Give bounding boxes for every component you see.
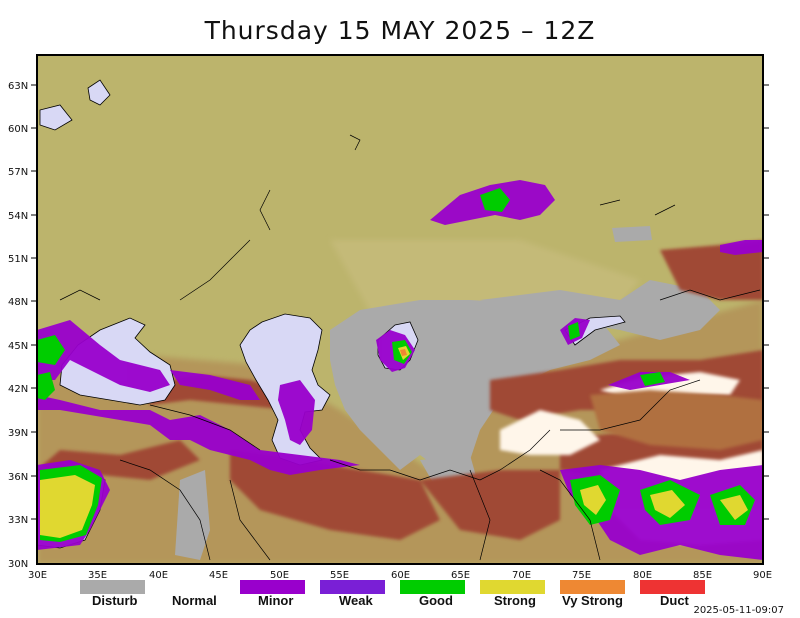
legend-swatch-duct xyxy=(640,580,705,594)
lat-label: 60N xyxy=(8,124,28,135)
legend-label-good: Good xyxy=(419,593,453,608)
lon-label: 85E xyxy=(693,570,712,581)
lon-label: 40E xyxy=(149,570,168,581)
lat-label: 30N xyxy=(8,559,28,570)
lon-label: 70E xyxy=(512,570,531,581)
legend-swatch-normal xyxy=(160,580,225,594)
lon-label: 50E xyxy=(270,570,289,581)
lat-label: 39N xyxy=(8,428,28,439)
border-lines xyxy=(59,134,761,561)
legend-swatch-minor xyxy=(240,580,305,594)
lon-label: 75E xyxy=(572,570,591,581)
lat-label: 42N xyxy=(8,384,28,395)
map-frame xyxy=(36,54,764,565)
legend-swatch-good xyxy=(400,580,465,594)
legend-label-disturb: Disturb xyxy=(92,593,138,608)
lat-label: 48N xyxy=(8,297,28,308)
lon-label: 35E xyxy=(88,570,107,581)
legend-label-normal: Normal xyxy=(172,593,217,608)
lon-label: 45E xyxy=(209,570,228,581)
lon-label: 80E xyxy=(633,570,652,581)
lon-label: 65E xyxy=(451,570,470,581)
lat-label: 57N xyxy=(8,167,28,178)
lat-label: 51N xyxy=(8,254,28,265)
legend-label-strong: Strong xyxy=(494,593,536,608)
legend-label-weak: Weak xyxy=(339,593,373,608)
disturb-patch-ne xyxy=(612,226,652,242)
lat-label: 54N xyxy=(8,211,28,222)
disturb-patch-sw xyxy=(175,470,210,560)
legend-label-minor: Minor xyxy=(258,593,293,608)
propagation-very-strong xyxy=(400,349,407,356)
lat-label: 63N xyxy=(8,81,28,92)
tarim-basin xyxy=(590,390,763,450)
latitude-ticks xyxy=(31,84,769,520)
longitude-axis: 30E 35E 40E 45E 50E 55E 60E 65E 70E 75E … xyxy=(28,570,772,581)
legend-swatch-strong xyxy=(480,580,545,594)
legend: Disturb Normal Minor Weak Good Strong Vy… xyxy=(80,580,705,608)
lat-label: 36N xyxy=(8,472,28,483)
latitude-axis: 63N 60N 57N 54N 51N 48N 45N 42N 39N 36N … xyxy=(8,81,28,570)
lat-label: 33N xyxy=(8,515,28,526)
white-sea-2 xyxy=(87,79,111,106)
lon-label: 60E xyxy=(391,570,410,581)
lon-label: 90E xyxy=(753,570,772,581)
legend-swatch-very-strong xyxy=(560,580,625,594)
disturb-region-east xyxy=(480,280,720,340)
propagation-strong xyxy=(40,346,748,538)
legend-swatch-weak xyxy=(320,580,385,594)
white-sea xyxy=(39,104,73,131)
lat-label: 45N xyxy=(8,341,28,352)
lon-label: 55E xyxy=(330,570,349,581)
legend-label-duct: Duct xyxy=(660,593,690,608)
legend-label-very-strong: Vy Strong xyxy=(562,593,623,608)
map-title: Thursday 15 MAY 2025 – 12Z xyxy=(204,16,596,45)
lon-label: 30E xyxy=(28,570,47,581)
generation-timestamp: 2025-05-11-09:07 xyxy=(693,605,784,616)
legend-swatch-disturb xyxy=(80,580,145,594)
